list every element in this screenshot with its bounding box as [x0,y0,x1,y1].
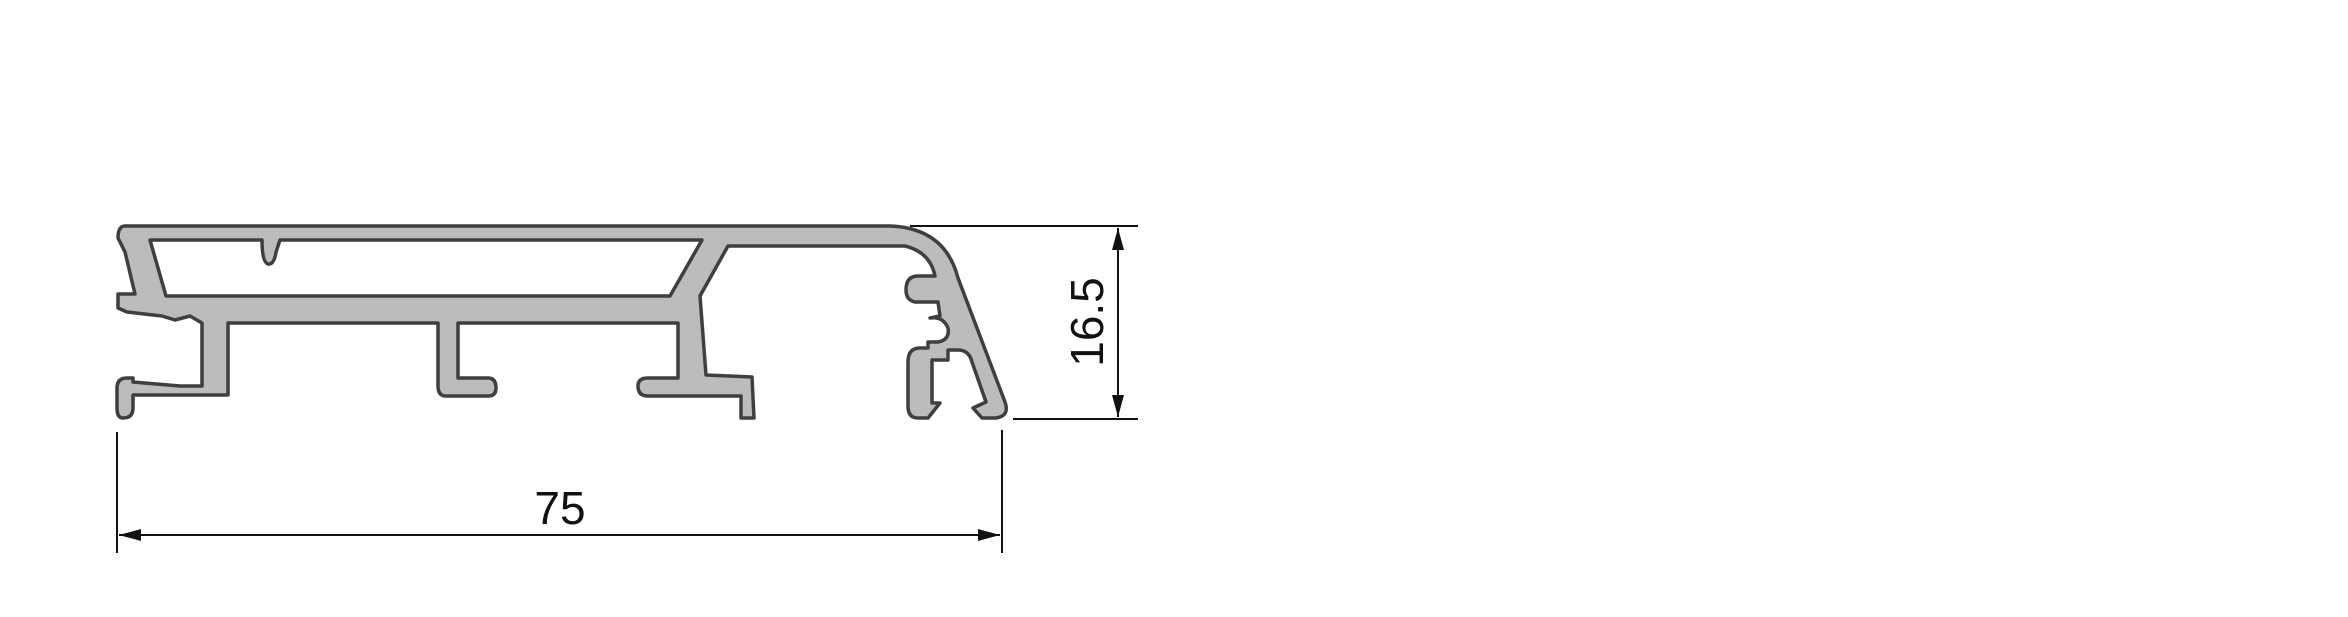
width-arrow-left [119,529,141,541]
height-dimension-label: 16.5 [1061,277,1113,367]
width-arrow-right [978,529,1000,541]
upper-hollow-chamber [148,238,704,298]
width-dimension-label: 75 [534,482,585,534]
height-arrow-bottom [1112,395,1124,417]
height-arrow-top [1112,228,1124,250]
